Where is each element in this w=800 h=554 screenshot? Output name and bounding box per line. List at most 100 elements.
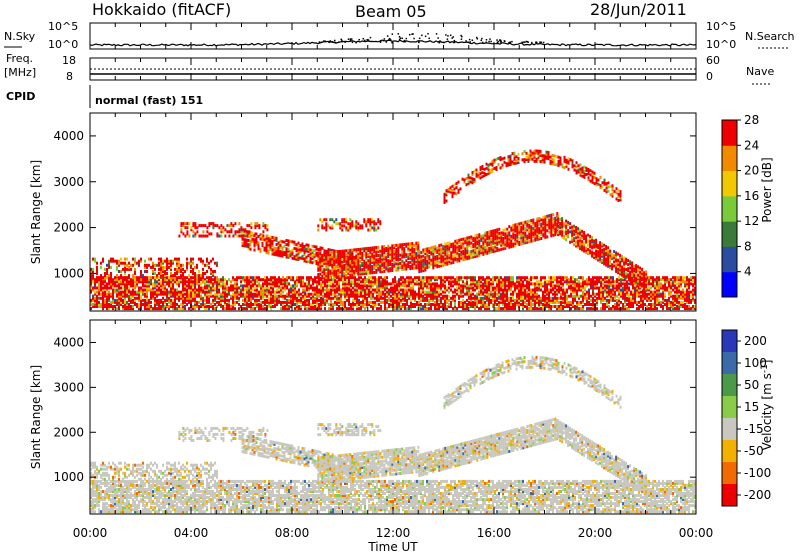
echo-cell <box>388 296 390 300</box>
echo-cell <box>226 280 228 284</box>
echo-cell <box>284 278 286 282</box>
echo-cell <box>366 298 368 302</box>
echo-cell <box>332 280 334 284</box>
echo-cell <box>192 298 194 302</box>
echo-cell <box>582 298 584 302</box>
echo-cell <box>270 303 272 306</box>
echo-cell <box>256 276 258 280</box>
echo-cell <box>308 278 310 282</box>
echo-cell <box>108 298 110 302</box>
echo-cell <box>334 303 336 306</box>
echo-cell <box>666 278 668 282</box>
echo-cell <box>126 278 128 282</box>
echo-cell <box>408 296 410 300</box>
echo-cell <box>272 290 274 294</box>
echo-cell <box>440 282 442 286</box>
echo-cell <box>228 288 230 292</box>
echo-cell <box>289 250 292 254</box>
echo-cell <box>426 284 428 288</box>
echo-cell <box>204 294 206 298</box>
echo-cell <box>396 300 398 304</box>
echo-cell <box>398 292 400 296</box>
echo-cell <box>574 282 576 286</box>
echo-cell <box>588 294 590 298</box>
echo-cell <box>582 305 584 308</box>
echo-cell <box>538 298 540 302</box>
echo-cell <box>684 290 686 294</box>
echo-cell <box>490 294 492 298</box>
echo-cell <box>324 303 326 306</box>
echo-cell <box>246 282 248 286</box>
echo-cell <box>468 284 470 288</box>
echo-cell <box>440 296 442 300</box>
echo-cell <box>210 303 212 306</box>
echo-cell <box>444 290 446 294</box>
echo-cell <box>542 307 544 311</box>
echo-cell <box>168 278 170 282</box>
echo-cell <box>108 259 110 263</box>
echo-cell <box>96 280 98 284</box>
echo-cell <box>281 246 284 250</box>
echo-cell <box>259 237 262 241</box>
echo-cell <box>399 262 402 265</box>
echo-cell <box>178 280 180 284</box>
echo-cell <box>278 276 280 280</box>
echo-cell <box>357 248 360 251</box>
echo-cell <box>295 247 298 251</box>
echo-cell <box>176 307 178 311</box>
echo-cell <box>200 257 202 261</box>
echo-cell <box>442 276 444 280</box>
echo-cell <box>210 276 212 280</box>
echo-cell <box>674 303 676 306</box>
echo-cell <box>488 292 490 296</box>
echo-cell <box>486 294 488 298</box>
echo-cell <box>228 298 230 302</box>
echo-cell <box>464 286 466 290</box>
echo-cell <box>356 288 358 292</box>
echo-cell <box>248 305 250 308</box>
echo-cell <box>656 298 658 302</box>
echo-cell <box>230 280 232 284</box>
echo-cell <box>158 303 160 306</box>
echo-cell <box>346 298 348 302</box>
echo-cell <box>280 288 282 292</box>
echo-cell <box>544 284 546 288</box>
echo-cell <box>682 305 684 308</box>
nsearch-point <box>405 37 408 40</box>
echo-cell <box>152 292 154 296</box>
echo-cell <box>450 288 452 292</box>
echo-cell <box>628 292 630 296</box>
echo-cell <box>368 280 370 284</box>
echo-cell <box>674 298 676 302</box>
echo-cell <box>466 298 468 302</box>
echo-cell <box>650 286 652 290</box>
echo-cell <box>540 303 542 306</box>
echo-cell <box>530 276 532 280</box>
echo-cell <box>264 282 266 286</box>
echo-cell <box>668 292 670 296</box>
echo-cell <box>498 288 500 292</box>
echo-cell <box>330 303 332 306</box>
echo-cell <box>332 288 334 292</box>
echo-cell <box>100 276 102 280</box>
echo-cell <box>632 305 634 308</box>
nsearch-point <box>499 39 502 41</box>
echo-cell <box>524 284 526 288</box>
echo-cell <box>158 257 160 261</box>
echo-cell <box>486 288 488 292</box>
echo-cell <box>410 303 412 306</box>
echo-cell <box>126 288 128 292</box>
echo-cell <box>436 286 438 290</box>
echo-cell <box>630 296 632 300</box>
echo-cell <box>608 298 610 302</box>
echo-cell <box>164 292 166 296</box>
echo-cell <box>194 282 196 286</box>
echo-cell <box>138 292 140 296</box>
echo-cell <box>188 292 190 296</box>
echo-cell <box>628 307 630 311</box>
echo-cell <box>152 284 154 288</box>
echo-cell <box>592 305 594 308</box>
echo-cell <box>602 296 604 300</box>
echo-cell <box>124 290 126 294</box>
echo-cell <box>329 269 332 273</box>
